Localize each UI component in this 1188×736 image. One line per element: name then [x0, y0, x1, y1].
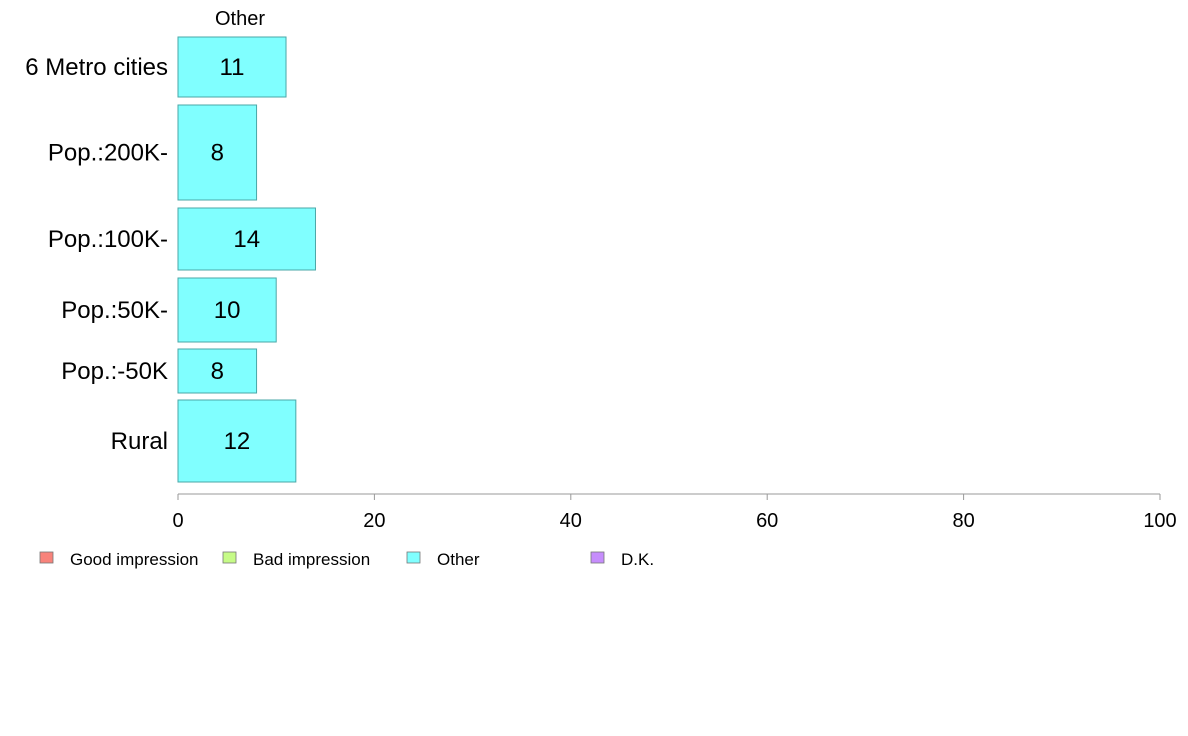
x-tick-label: 100	[1143, 510, 1176, 532]
legend-swatch	[39, 551, 54, 564]
legend: Good impression Bad impression Other D.K.	[39, 550, 654, 569]
category-label: Pop.:-50K	[61, 358, 168, 385]
category-label: Pop.:50K-	[61, 297, 168, 324]
legend-swatch	[406, 551, 421, 564]
bar	[177, 399, 297, 483]
bar	[177, 207, 316, 271]
bars-layer: 11 8 14 10 8 12	[177, 36, 316, 483]
data-label: 8	[211, 140, 224, 167]
category-label: Rural	[111, 428, 168, 455]
data-label: 12	[224, 428, 251, 455]
x-tick-label: 60	[756, 510, 778, 532]
x-tick-label: 0	[172, 510, 183, 532]
bar	[177, 348, 258, 394]
data-label: 11	[220, 54, 245, 81]
bar	[177, 277, 277, 343]
legend-swatch	[590, 551, 605, 564]
legend-label: Other	[437, 550, 480, 569]
data-label: 14	[233, 226, 260, 253]
legend-label: D.K.	[621, 550, 654, 569]
x-axis: 0 20 40 60 80 100	[172, 493, 1177, 532]
legend-label: Good impression	[70, 550, 199, 569]
data-label: 8	[211, 358, 224, 385]
x-tick-label: 20	[363, 510, 385, 532]
legend-swatch	[222, 551, 237, 564]
category-labels: 6 Metro cities Pop.:200K- Pop.:100K- Pop.:5…	[25, 54, 168, 455]
x-tick-label: 40	[560, 510, 582, 532]
bar	[177, 104, 258, 201]
x-tick-label: 80	[952, 510, 974, 532]
panel-title: Other	[215, 8, 265, 30]
data-label: 10	[214, 297, 241, 324]
category-label: 6 Metro cities	[25, 54, 168, 81]
bar	[177, 36, 287, 98]
category-label: Pop.:200K-	[48, 140, 168, 167]
category-label: Pop.:100K-	[48, 226, 168, 253]
legend-label: Bad impression	[253, 550, 370, 569]
